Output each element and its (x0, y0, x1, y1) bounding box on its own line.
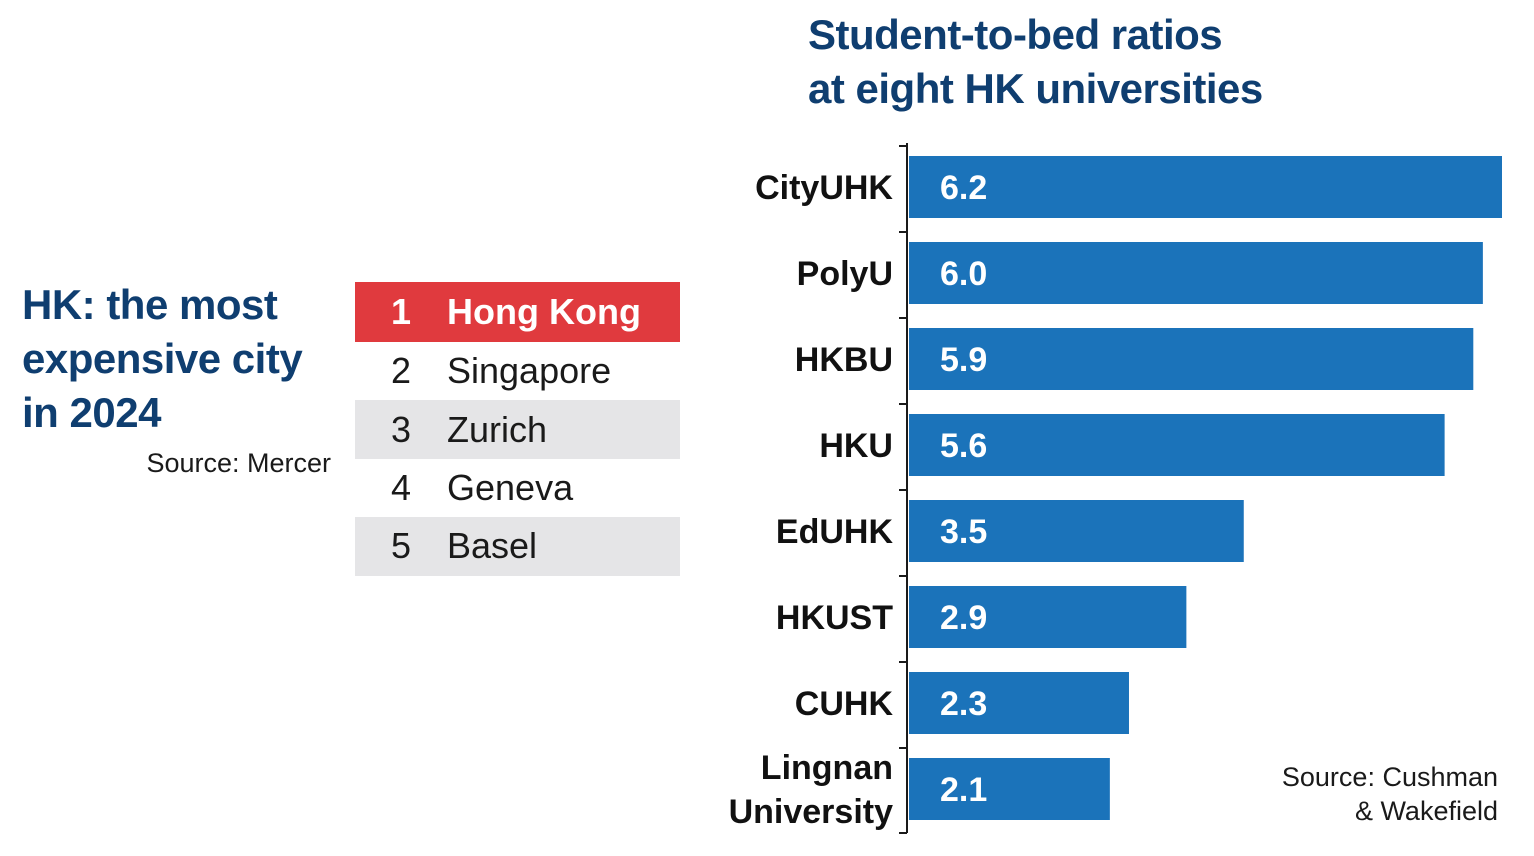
category-label: CityUHK (755, 169, 893, 207)
left-source-note: Source: Mercer (146, 448, 331, 478)
category-label: University (729, 793, 893, 831)
ranking-row-1: 1 Hong Kong (355, 282, 680, 342)
rank-number: 3 (390, 408, 412, 450)
rank-city: Basel (447, 525, 538, 567)
bar-value-label: 6.2 (940, 169, 987, 207)
left-panel-title: HK: the most expensive city in 2024 (22, 278, 352, 440)
bar (909, 500, 1244, 562)
rank-number: 1 (390, 291, 412, 332)
category-label: CUHK (795, 685, 894, 723)
bar-value-label: 2.1 (940, 771, 987, 809)
rank-city: Geneva (447, 466, 574, 508)
ranking-row-3: 3 Zurich (355, 400, 680, 459)
chart-source-line-2: & Wakefield (1354, 796, 1498, 826)
bar-value-label: 6.0 (940, 255, 987, 293)
bar-value-label: 3.5 (940, 513, 987, 551)
city-ranking-table: 1 Hong Kong 2 Singapore 3 Zurich 4 Genev… (355, 282, 680, 576)
rank-city: Singapore (447, 350, 612, 392)
bar-value-label: 5.9 (940, 341, 987, 379)
category-label: Lingnan (761, 749, 893, 787)
rank-number: 2 (390, 350, 412, 392)
chart-title-line-2: at eight HK universities (808, 65, 1263, 112)
chart-source-line-1: Source: Cushman (1281, 762, 1498, 792)
ranking-row-5: 5 Basel (355, 517, 680, 576)
category-label: HKUST (776, 599, 893, 637)
bar-value-label: 5.6 (940, 427, 987, 465)
chart-title-line-1: Student-to-bed ratios (808, 11, 1223, 58)
chart-title: Student-to-bed ratios at eight HK univer… (808, 8, 1263, 116)
bar (909, 672, 1129, 734)
chart-source-note: Source: Cushman & Wakefield (1282, 760, 1498, 828)
rank-number: 4 (390, 466, 412, 508)
category-label: EdUHK (776, 513, 894, 551)
rank-number: 5 (390, 525, 412, 567)
category-label: PolyU (797, 255, 893, 293)
category-label: HKBU (795, 341, 893, 379)
left-title-line-2: expensive city (22, 335, 303, 382)
ranking-row-4: 4 Geneva (355, 459, 680, 517)
rank-city: Hong Kong (447, 291, 641, 332)
bar (909, 156, 1502, 218)
bar-value-label: 2.9 (940, 599, 987, 637)
bar (909, 328, 1474, 390)
bar (909, 758, 1110, 820)
bar-value-label: 2.3 (940, 685, 987, 723)
bar (909, 586, 1187, 648)
bar (909, 242, 1483, 304)
rank-city: Zurich (447, 408, 548, 450)
bar (909, 414, 1445, 476)
category-label: HKU (819, 427, 893, 465)
ranking-row-2: 2 Singapore (355, 342, 680, 400)
left-title-line-1: HK: the most (22, 281, 278, 328)
left-title-line-3: in 2024 (22, 389, 161, 436)
